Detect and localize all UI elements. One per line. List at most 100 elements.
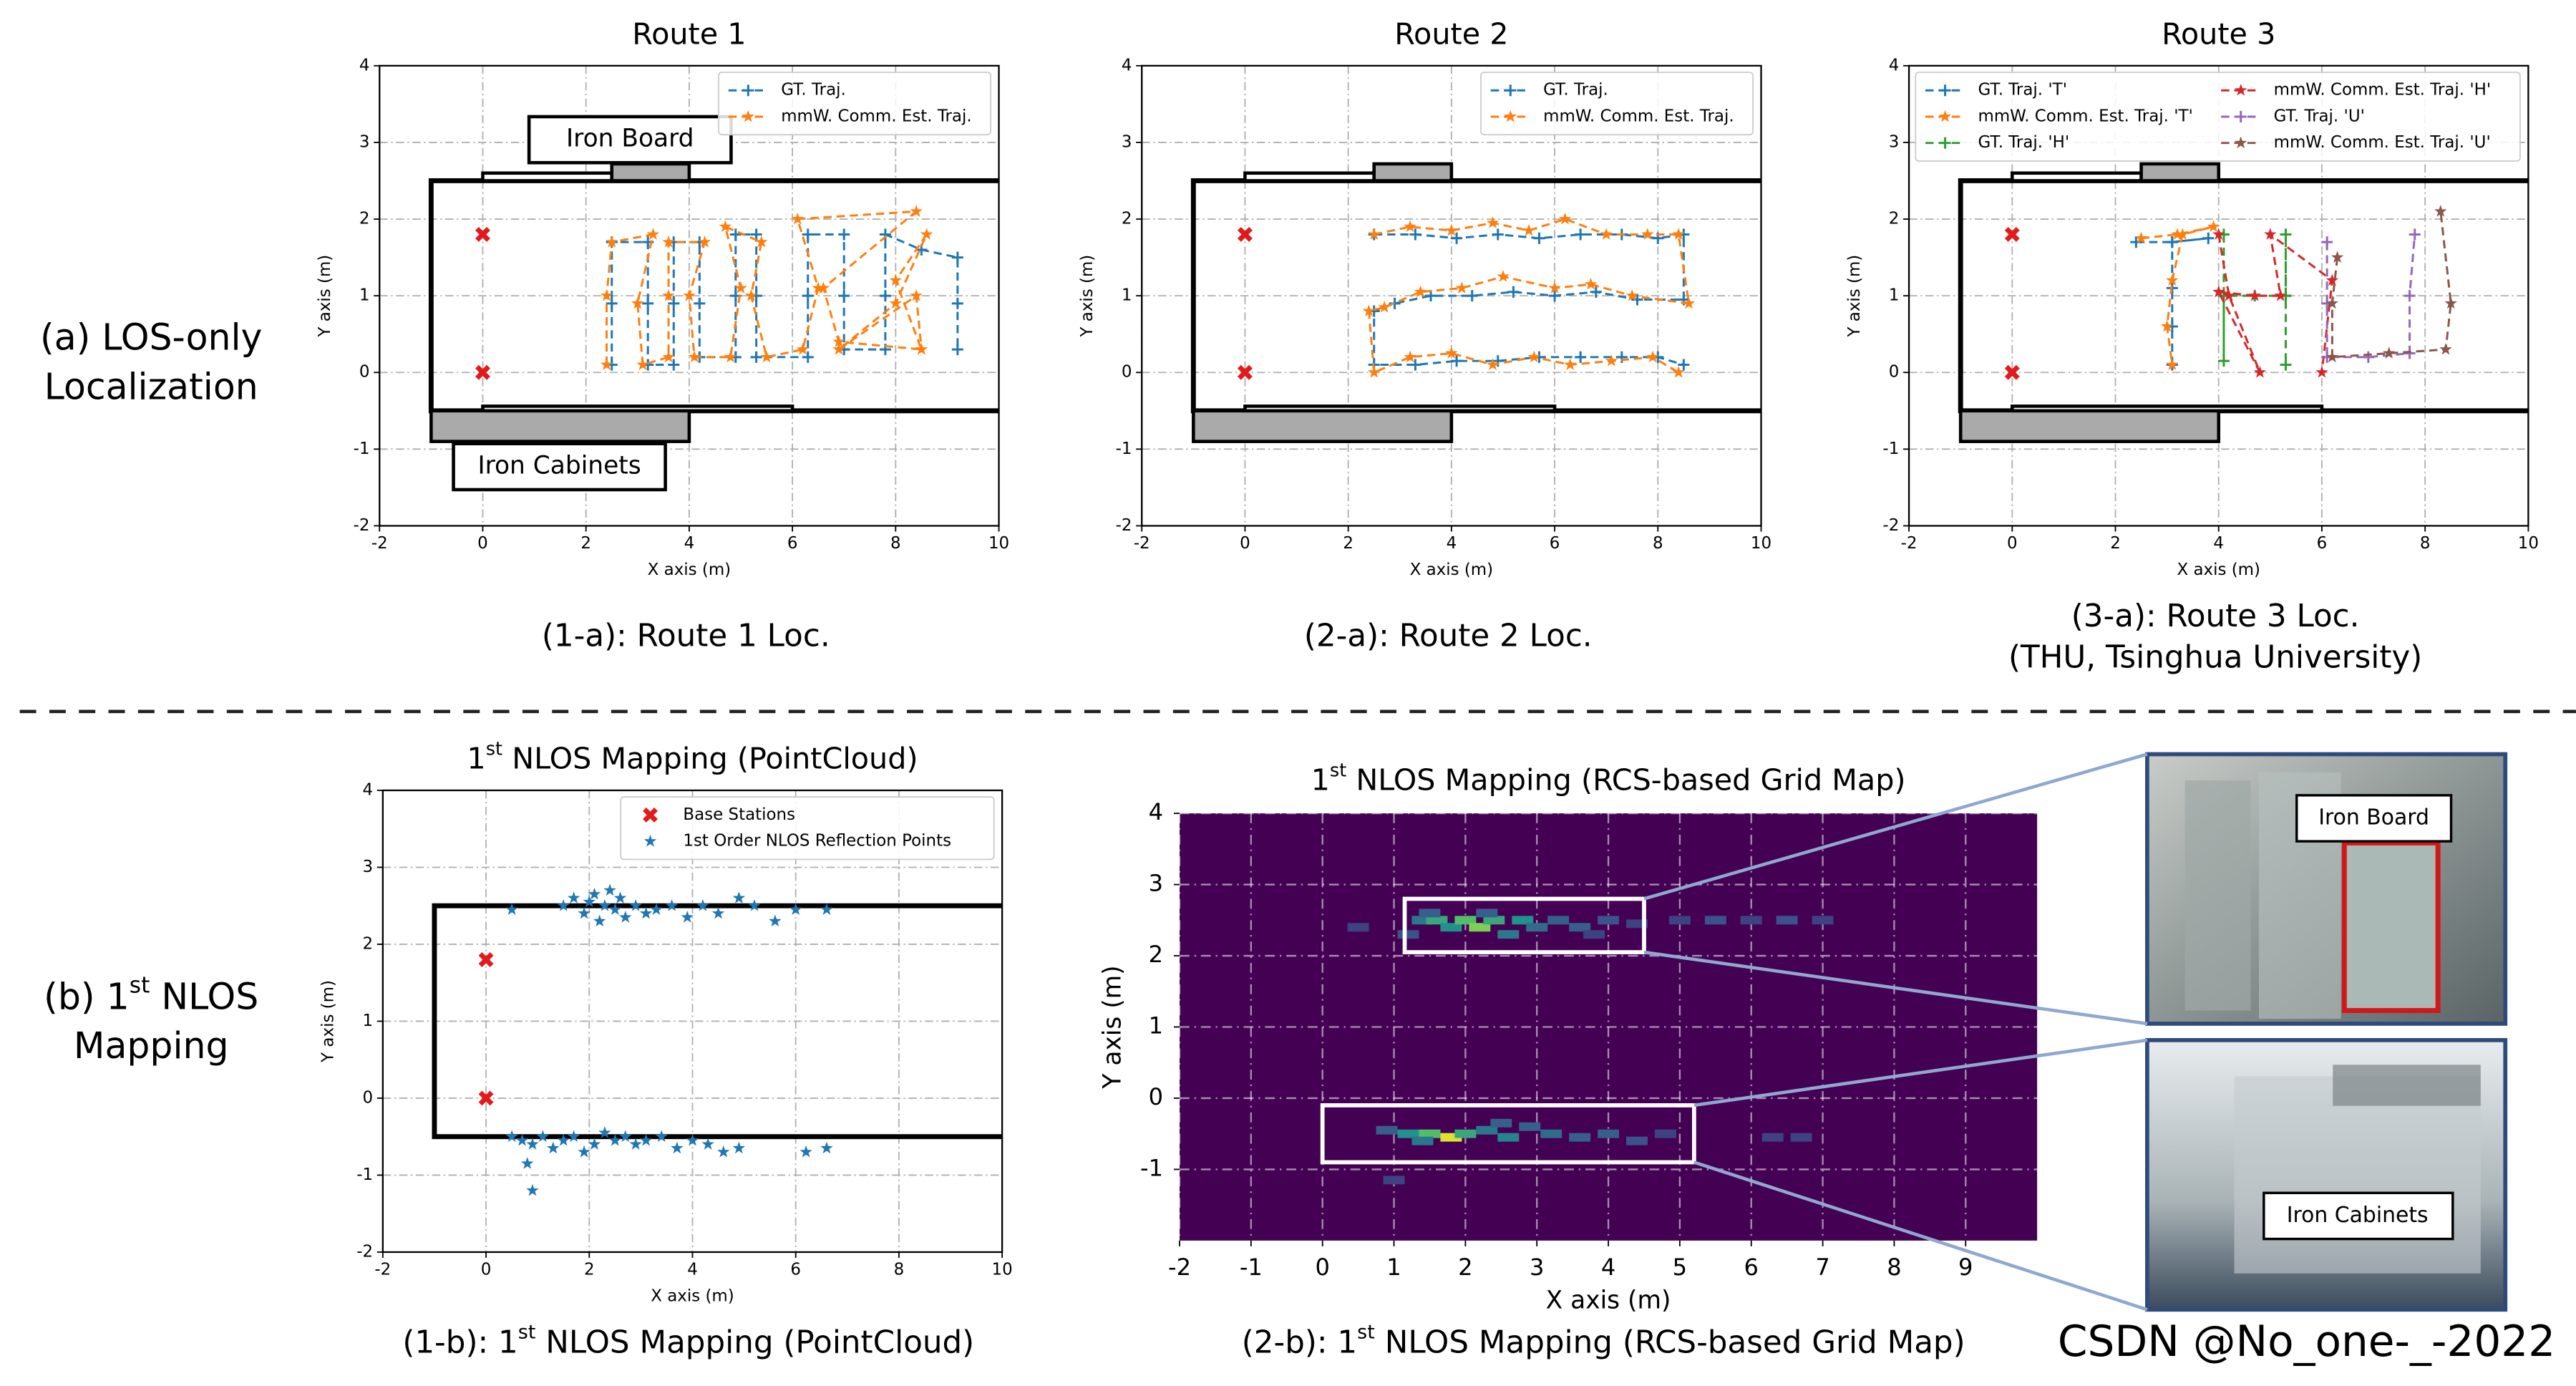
marker [588, 887, 601, 900]
y-tick-label: 1 [1889, 286, 1900, 305]
plot-frame [381, 789, 1003, 1254]
trajectory-line [2222, 234, 2287, 365]
marker [567, 1130, 580, 1143]
marker [662, 235, 675, 248]
marker [2280, 228, 2292, 241]
y-tick-label: -1 [1140, 1154, 1163, 1181]
legend-marker [643, 807, 658, 823]
y-tick-label: 2 [1122, 210, 1132, 228]
marker [668, 359, 680, 371]
marker [750, 228, 762, 241]
chart-title: Route 2 [1394, 16, 1508, 51]
legend-marker [643, 834, 657, 847]
marker [1451, 355, 1463, 367]
marker [1409, 359, 1421, 371]
marker [1367, 228, 1381, 240]
marker [2280, 359, 2292, 371]
chart-title: 1st NLOS Mapping (PointCloud) [467, 739, 918, 776]
x-tick-label: 4 [1601, 1254, 1615, 1281]
grid-cell [1526, 923, 1548, 932]
marker [796, 342, 810, 355]
marker [668, 297, 680, 309]
row-label: (a) LOS-only [40, 316, 262, 359]
x-axis-label: X axis (m) [1410, 561, 1494, 579]
wall-panel [1243, 171, 1376, 183]
marker [2166, 236, 2178, 248]
row-label: Localization [44, 365, 258, 407]
marker [557, 1133, 570, 1146]
y-tick-label: -1 [356, 1166, 373, 1184]
grid-cell [1519, 1122, 1541, 1131]
y-tick-label: 3 [1889, 132, 1900, 151]
grid-cell [1490, 1118, 1512, 1128]
row-label: Mapping [74, 1024, 229, 1067]
marker [598, 899, 611, 911]
grid-cell [1547, 916, 1570, 925]
marker [750, 351, 762, 363]
marker [1404, 350, 1416, 363]
marker [536, 1130, 550, 1143]
y-axis-label: Y axis (m) [1078, 255, 1097, 338]
x-tick-label: 8 [1887, 1254, 1901, 1281]
marker [732, 1141, 746, 1154]
marker [820, 903, 833, 916]
x-tick-label: 0 [1240, 534, 1250, 553]
marker [802, 290, 814, 302]
marker [671, 1141, 684, 1154]
marker [832, 335, 845, 347]
grid-cell [1397, 1129, 1419, 1138]
grid-cell [1419, 1129, 1441, 1138]
marker [879, 290, 891, 302]
grid-cell [1704, 916, 1726, 925]
marker [578, 1145, 590, 1158]
x-tick-label: 8 [2420, 534, 2431, 553]
wall-panel [1243, 404, 1557, 413]
legend-label: mmW. Comm. Est. Traj. 'T' [1978, 107, 2192, 125]
marker [1445, 223, 1458, 236]
marker [802, 228, 814, 241]
marker [2134, 231, 2148, 244]
marker [1558, 212, 1572, 225]
legend-box [718, 72, 991, 136]
x-tick-label: 2 [1458, 1254, 1472, 1281]
x-tick-label: 0 [1315, 1254, 1329, 1281]
chart-panel: -2 0 2 4 6 8 10 -2 -1 0 1 2 3 4 GT. Traj. mmW. Comm. Es… [1078, 16, 1771, 654]
room-wall [432, 903, 1003, 1140]
legend-label: Base Stations [683, 805, 795, 824]
marker [732, 891, 746, 903]
marker [1414, 285, 1427, 298]
y-tick-label: -1 [354, 440, 370, 458]
x-tick-label: 5 [1673, 1254, 1687, 1281]
photo-detail [2333, 1065, 2481, 1106]
marker [619, 911, 632, 923]
x-axis-label: X axis (m) [651, 1286, 734, 1305]
x-tick-label: 9 [1958, 1254, 1973, 1281]
marker [951, 297, 963, 309]
plot-area [1142, 65, 1761, 526]
marker [1625, 289, 1638, 301]
marker [650, 903, 663, 916]
marker [2212, 285, 2225, 298]
legend-label: GT. Traj. [1543, 81, 1608, 100]
chart-title-part: st [1330, 760, 1346, 782]
highlight-box [2341, 840, 2441, 1013]
chart-title-part: NLOS Mapping (RCS-based Grid Map) [1346, 763, 1905, 798]
chart-panel: -2 0 2 4 6 8 10 -2 -1 0 1 2 3 4 Base Stations 1st Order… [319, 739, 1013, 1361]
caption: (1-b): 1st NLOS Mapping (PointCloud) [402, 1321, 974, 1360]
marker [2444, 296, 2457, 309]
annotation: Iron Board [566, 125, 694, 153]
caption-part: st [518, 1321, 536, 1343]
grid-cell [1583, 930, 1605, 939]
y-tick-label: -2 [356, 1242, 373, 1261]
x-tick-label: 2 [584, 1261, 595, 1279]
annotation-box [527, 115, 733, 165]
marker [744, 289, 758, 301]
iron-cabinets [429, 409, 691, 443]
legend-marker [2234, 136, 2247, 149]
watermark: CSDN @No_one-_-2022 [2058, 1317, 2555, 1367]
marker [2439, 342, 2452, 355]
marker [646, 228, 660, 240]
marker [631, 296, 644, 309]
y-axis-label: Y axis (m) [319, 980, 338, 1063]
y-tick-label: -1 [1882, 440, 1899, 458]
